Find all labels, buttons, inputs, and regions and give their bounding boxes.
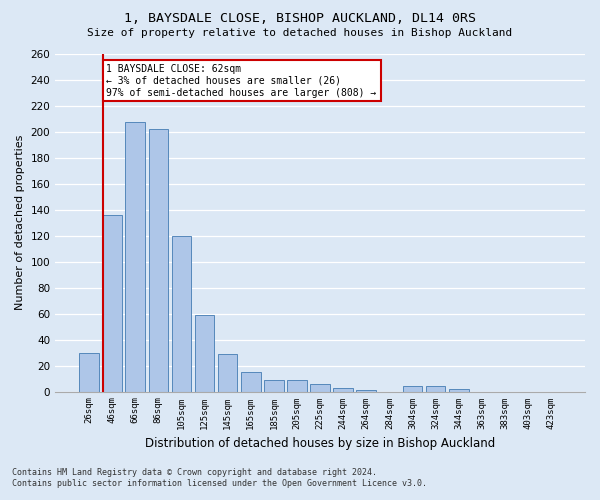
Bar xyxy=(334,388,353,392)
Bar xyxy=(149,130,168,392)
Bar xyxy=(310,384,330,392)
X-axis label: Distribution of detached houses by size in Bishop Auckland: Distribution of detached houses by size … xyxy=(145,437,495,450)
Bar xyxy=(287,380,307,392)
Bar xyxy=(103,215,122,392)
Bar xyxy=(125,122,145,392)
Bar xyxy=(449,389,469,392)
Bar xyxy=(195,315,214,392)
Y-axis label: Number of detached properties: Number of detached properties xyxy=(15,135,25,310)
Bar xyxy=(218,354,238,392)
Bar xyxy=(426,386,445,392)
Text: 1, BAYSDALE CLOSE, BISHOP AUCKLAND, DL14 0RS: 1, BAYSDALE CLOSE, BISHOP AUCKLAND, DL14… xyxy=(124,12,476,26)
Bar xyxy=(172,236,191,392)
Bar xyxy=(264,380,284,392)
Bar xyxy=(241,372,260,392)
Text: 1 BAYSDALE CLOSE: 62sqm
← 3% of detached houses are smaller (26)
97% of semi-det: 1 BAYSDALE CLOSE: 62sqm ← 3% of detached… xyxy=(106,64,377,98)
Text: Contains HM Land Registry data © Crown copyright and database right 2024.
Contai: Contains HM Land Registry data © Crown c… xyxy=(12,468,427,487)
Text: Size of property relative to detached houses in Bishop Auckland: Size of property relative to detached ho… xyxy=(88,28,512,38)
Bar xyxy=(403,386,422,392)
Bar xyxy=(356,390,376,392)
Bar xyxy=(79,352,99,392)
